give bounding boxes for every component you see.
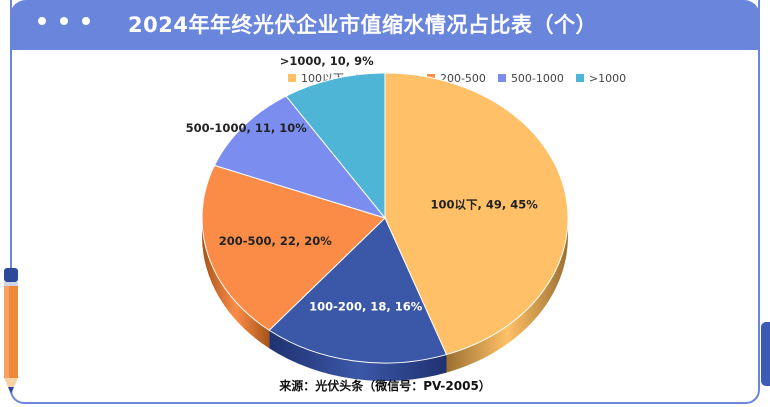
legend-swatch (288, 74, 296, 82)
dot-icon (38, 17, 46, 25)
chart-title: 2024年年终光伏企业市值缩水情况占比表（个） (128, 13, 597, 37)
side-tab (761, 322, 770, 386)
legend-label: >1000 (588, 71, 627, 85)
pie-slice-side (202, 218, 270, 349)
pie-slice (213, 95, 387, 219)
pie-slice-side (446, 218, 568, 373)
legend-label: 500-1000 (510, 71, 564, 85)
data-label: 200-500, 22, 20% (219, 234, 333, 248)
pie-slice-side (269, 330, 447, 381)
pencil-icon (4, 268, 18, 394)
legend-swatch (497, 74, 506, 82)
dot-icon (60, 17, 68, 25)
legend-label: 200-500 (439, 71, 486, 85)
data-label: >1000, 10, 9% (280, 54, 374, 68)
source-note: 来源：光伏头条（微信号：PV-2005） (279, 379, 491, 393)
data-label: 500-1000, 11, 10% (186, 121, 308, 135)
legend-swatch (575, 74, 584, 82)
legend-item: 500-1000 (497, 70, 564, 86)
data-label: 100以下, 49, 45% (431, 197, 539, 211)
window-dots (38, 17, 90, 25)
title-bar: 2024年年终光伏企业市值缩水情况占比表（个） (10, 0, 760, 50)
dot-icon (82, 17, 90, 25)
pie-slice (268, 217, 448, 364)
pie-slice (285, 72, 386, 220)
pie-slice (201, 164, 386, 331)
data-label: 100-200, 18, 16% (309, 300, 423, 314)
legend-item: >1000 (575, 70, 627, 86)
pie-slice (384, 72, 569, 356)
